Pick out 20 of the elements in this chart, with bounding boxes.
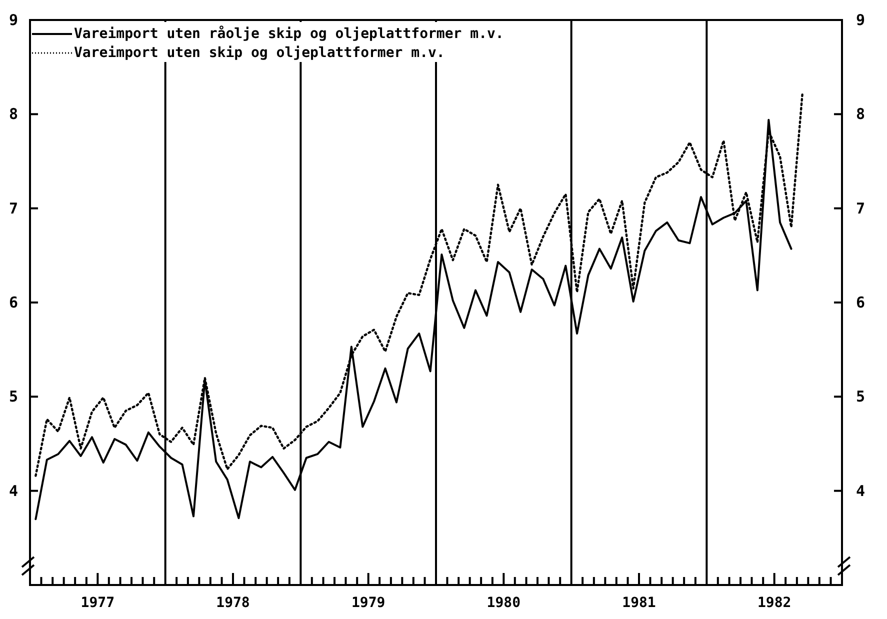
y-tick-label: 8	[8, 105, 18, 124]
y-tick-label: 7	[8, 199, 18, 218]
x-tick-label: 1982	[757, 595, 792, 611]
y2-tick-label: 4	[856, 482, 866, 500]
x-tick-label: 1980	[486, 595, 521, 611]
y-tick-label: 6	[8, 294, 18, 312]
legend-label: Vareimport uten råolje skip og oljeplattformer m.v.	[74, 25, 504, 42]
y2-tick-label: 5	[856, 388, 866, 406]
x-tick-label: 1978	[216, 595, 250, 611]
y2-tick-label: 6	[856, 294, 866, 312]
y2-tick-label: 7	[856, 199, 866, 218]
x-tick-label: 1977	[80, 595, 115, 611]
y-tick-label: 4	[8, 482, 18, 500]
x-tick-label: 1979	[351, 595, 386, 611]
legend-label: Vareimport uten skip og oljeplattformer m.v.	[74, 45, 445, 61]
x-tick-label: 1981	[622, 595, 656, 611]
y2-tick-label: 9	[856, 11, 866, 29]
y2-tick-label: 8	[856, 105, 866, 124]
y-tick-label: 5	[8, 388, 18, 406]
y-tick-label: 9	[8, 11, 18, 29]
